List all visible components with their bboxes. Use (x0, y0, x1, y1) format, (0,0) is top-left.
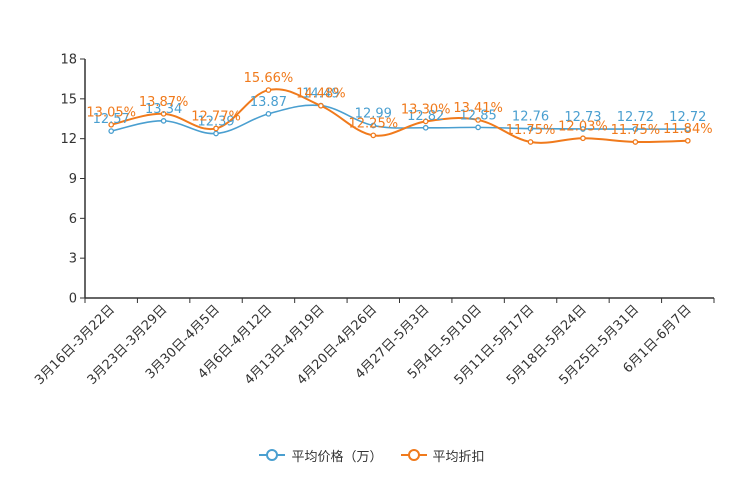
chart-series (108, 87, 691, 145)
series-1-data-label: 13.05% (86, 106, 136, 121)
chart-legend: 平均价格（万） 平均折扣 (0, 444, 744, 466)
series-0-point[interactable] (527, 125, 534, 132)
series-line-0 (111, 104, 688, 135)
series-1-point[interactable] (370, 132, 377, 139)
series-0-data-label: 12.72 (617, 110, 654, 125)
series-1-point[interactable] (422, 118, 429, 125)
series-1-data-label: 12.03% (558, 119, 608, 134)
series-1-data-label: 13.41% (453, 101, 503, 116)
series-0-point[interactable] (580, 126, 586, 132)
series-0-data-label: 13.87 (250, 95, 287, 110)
series-1-point[interactable] (684, 137, 691, 144)
y-tick-label: 18 (60, 53, 77, 68)
series-1-data-label: 11.75% (611, 123, 661, 138)
chart-data-labels: 12.57 13.34 12.39 13.87 14.49 12.99 12.82 12.85… (86, 71, 712, 138)
legend-price-marker-icon (259, 449, 286, 461)
y-tick-label: 3 (69, 252, 77, 267)
series-0-data-label: 12.57 (93, 112, 130, 127)
series-0-point[interactable] (213, 130, 219, 137)
legend-discount-label: 平均折扣 (432, 449, 485, 465)
series-0-point[interactable] (370, 122, 377, 129)
series-0-point[interactable] (422, 124, 429, 131)
series-0-data-label: 12.82 (407, 109, 444, 124)
legend-item-discount[interactable]: 平均折扣 (400, 446, 485, 465)
series-0-point[interactable] (475, 124, 481, 131)
series-0-data-label: 12.39 (197, 114, 234, 129)
series-0-data-label: 12.73 (564, 110, 601, 125)
series-1-data-label: 14.48% (296, 87, 346, 102)
series-1-point[interactable] (318, 102, 324, 109)
series-1-data-label: 11.75% (506, 123, 556, 138)
legend-item-price[interactable]: 平均价格（万） (259, 446, 383, 465)
y-tick-label: 15 (60, 92, 77, 107)
series-1-data-label: 12.25% (349, 116, 399, 131)
series-1-data-label: 13.87% (139, 95, 189, 110)
series-0-point[interactable] (632, 126, 639, 132)
chart-axes: 03691215183月16日-3月22日3月23日-3月29日3月30日-4月… (32, 53, 715, 388)
series-0-point[interactable] (684, 126, 691, 132)
series-0-data-label: 14.49 (302, 87, 339, 102)
series-0-data-label: 13.34 (145, 102, 182, 117)
series-1-point[interactable] (108, 121, 115, 128)
series-0-data-label: 12.99 (355, 107, 392, 122)
series-1-point[interactable] (527, 139, 534, 145)
series-0-point[interactable] (160, 118, 167, 124)
series-1-point[interactable] (475, 117, 481, 123)
series-1-point[interactable] (213, 125, 219, 132)
y-tick-label: 6 (69, 212, 77, 227)
series-1-point[interactable] (265, 87, 272, 93)
series-0-data-label: 12.76 (512, 110, 549, 125)
series-line-1 (110, 88, 688, 144)
series-1-point[interactable] (580, 135, 586, 142)
y-tick-label: 12 (60, 132, 77, 147)
series-1-data-label: 13.30% (401, 102, 451, 117)
legend-price-label: 平均价格（万） (291, 449, 383, 465)
series-0-point[interactable] (108, 128, 115, 134)
series-1-data-label: 11.84% (663, 122, 713, 137)
line-chart: 03691215183月16日-3月22日3月23日-3月29日3月30日-4月… (32, 53, 715, 388)
series-0-data-label: 12.85 (460, 108, 497, 123)
y-tick-label: 0 (69, 292, 77, 307)
series-1-data-label: 12.77% (191, 109, 241, 124)
series-0-point[interactable] (265, 110, 272, 117)
legend-discount-marker-icon (400, 449, 427, 461)
series-1-data-label: 15.66% (244, 71, 294, 86)
series-1-point[interactable] (160, 110, 167, 117)
y-tick-label: 9 (69, 172, 77, 187)
series-0-data-label: 12.72 (669, 110, 706, 125)
series-1-point[interactable] (632, 139, 639, 145)
